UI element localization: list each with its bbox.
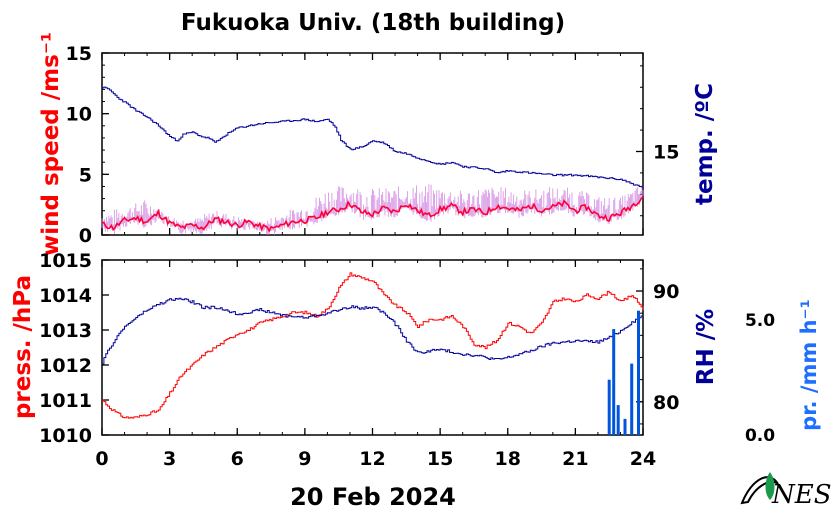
rh-axis-label: RH /% [693, 309, 719, 385]
precip-bar [623, 418, 627, 435]
pressure-axis-label: press. /hPa [10, 275, 36, 419]
logo-text: NES [771, 480, 832, 510]
bottom-panel-marks [102, 272, 644, 435]
pressure-line [102, 272, 644, 419]
precip-bar [630, 363, 634, 435]
logo-swoosh [740, 476, 779, 505]
pressure-y-tick-label: 1014 [39, 285, 92, 307]
wind-axis-label: wind speed /ms⁻¹ [38, 32, 64, 256]
x-tick-label: 3 [163, 448, 176, 470]
temp-axis-label: temp. /ºC [692, 83, 718, 205]
bottom-panel-frame [101, 259, 644, 436]
pressure-y-tick-label: 1012 [39, 355, 92, 377]
wind-y-tick-label: 15 [66, 43, 92, 65]
bottom-panel-ticks: 0 3 6 9 12 15 18 21 24 1010 1011 1012 1013 1014 1015 80… [39, 250, 775, 470]
top-panel: 0 5 10 15 15 wind speed /ms⁻¹ temp. /ºC [38, 32, 718, 256]
precip-bar [637, 310, 640, 435]
wind-speed-line [101, 196, 644, 233]
rh-y-tick-label: 80 [653, 392, 679, 414]
top-panel-ticks: 0 5 10 15 15 [66, 43, 680, 247]
x-tick-label: 9 [298, 448, 311, 470]
pressure-y-tick-label: 1010 [39, 425, 92, 447]
bottom-panel: 0 3 6 9 12 15 18 21 24 1010 1011 1012 1013 1014 1015 80… [10, 250, 821, 470]
pressure-y-tick-label: 1011 [39, 390, 92, 412]
wind-y-tick-label: 10 [66, 104, 92, 126]
chart-title: Fukuoka Univ. (18th building) [181, 10, 565, 36]
wind-y-tick-label: 5 [79, 164, 92, 186]
x-tick-label: 6 [231, 448, 244, 470]
x-tick-label: 12 [359, 448, 385, 470]
temp-y-tick-label: 15 [653, 141, 679, 163]
precip-axis-label: pr. /mm h⁻¹ [797, 299, 821, 431]
rh-line [102, 297, 644, 365]
precip-bar [612, 329, 616, 435]
precip-bar [616, 405, 620, 435]
x-tick-label: 24 [630, 448, 656, 470]
wind-y-tick-label: 0 [79, 225, 92, 247]
precip-y-tick-label: 0.0 [745, 426, 775, 446]
temperature-line [102, 86, 644, 188]
precip-y-tick-label: 5.0 [745, 311, 775, 331]
rh-y-tick-label: 90 [653, 281, 679, 303]
logo-leaf [765, 472, 775, 500]
date-label: 20 Feb 2024 [290, 483, 456, 511]
top-panel-marks [101, 86, 644, 235]
x-tick-label: 18 [495, 448, 521, 470]
x-tick-label: 15 [427, 448, 453, 470]
x-tick-label: 21 [562, 448, 588, 470]
nes-logo: NES [740, 472, 832, 510]
pressure-y-tick-label: 1013 [39, 320, 92, 342]
x-tick-label: 0 [95, 448, 108, 470]
pressure-y-tick-label: 1015 [39, 250, 92, 272]
precip-bar [607, 379, 611, 435]
